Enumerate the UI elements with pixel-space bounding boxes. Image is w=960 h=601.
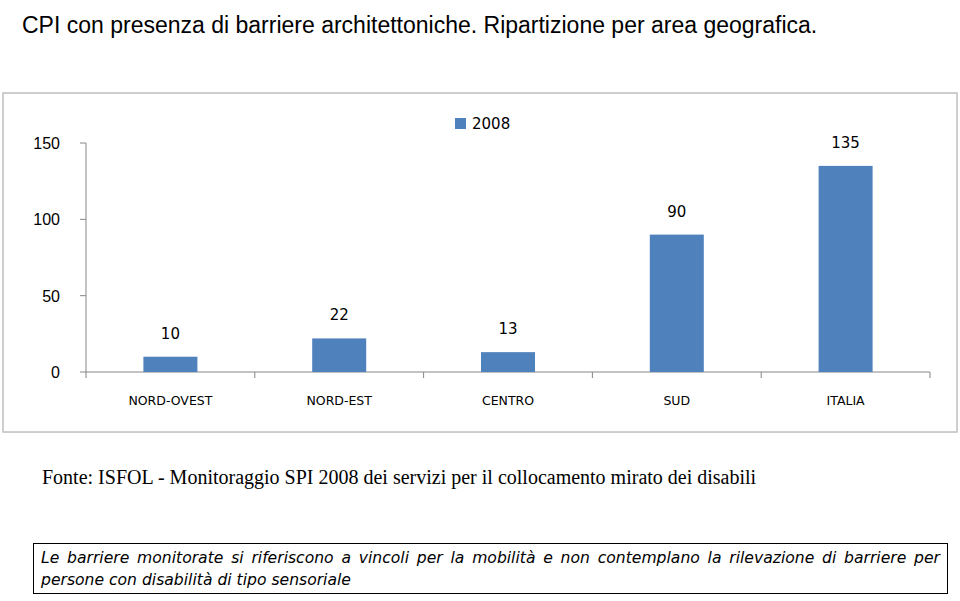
note: Le barriere monitorate si riferiscono a … xyxy=(33,543,948,594)
x-tick-label: NORD-EST xyxy=(306,393,372,408)
legend-label: 2008 xyxy=(472,115,510,133)
x-tick-label: SUD xyxy=(663,393,690,408)
y-tick xyxy=(80,143,86,144)
bar xyxy=(481,352,535,372)
y-tick-label: 50 xyxy=(42,288,60,305)
y-tick xyxy=(80,372,86,373)
x-tick xyxy=(761,372,762,378)
title: CPI con presenza di barriere architetton… xyxy=(22,12,817,38)
chart: CPI con presenza di barriere architetton… xyxy=(0,0,960,601)
bar xyxy=(819,166,873,372)
data-label: 22 xyxy=(330,306,349,324)
x-tick-label: ITALIA xyxy=(827,393,866,408)
y-tick-label: 0 xyxy=(51,364,60,381)
x-tick xyxy=(592,372,593,378)
data-label: 135 xyxy=(831,134,860,152)
y-tick xyxy=(80,295,86,296)
bar xyxy=(650,235,704,372)
chart-frame xyxy=(3,93,957,432)
legend-swatch xyxy=(455,118,466,129)
y-tick-label: 150 xyxy=(33,135,60,152)
x-tick-label: CENTRO xyxy=(482,393,534,408)
y-tick-label: 100 xyxy=(33,211,60,228)
source: Fonte: ISFOL - Monitoraggio SPI 2008 dei… xyxy=(42,466,757,489)
x-tick xyxy=(930,372,931,378)
bar xyxy=(312,338,366,372)
bar xyxy=(143,357,197,372)
x-tick xyxy=(86,372,87,378)
x-tick-label: NORD-OVEST xyxy=(128,393,212,408)
y-axis xyxy=(86,143,87,372)
y-tick xyxy=(80,219,86,220)
x-tick xyxy=(423,372,424,378)
bars xyxy=(143,166,872,372)
data-label: 13 xyxy=(498,320,517,338)
data-label: 10 xyxy=(161,325,180,343)
x-tick xyxy=(254,372,255,378)
data-label: 90 xyxy=(667,203,686,221)
